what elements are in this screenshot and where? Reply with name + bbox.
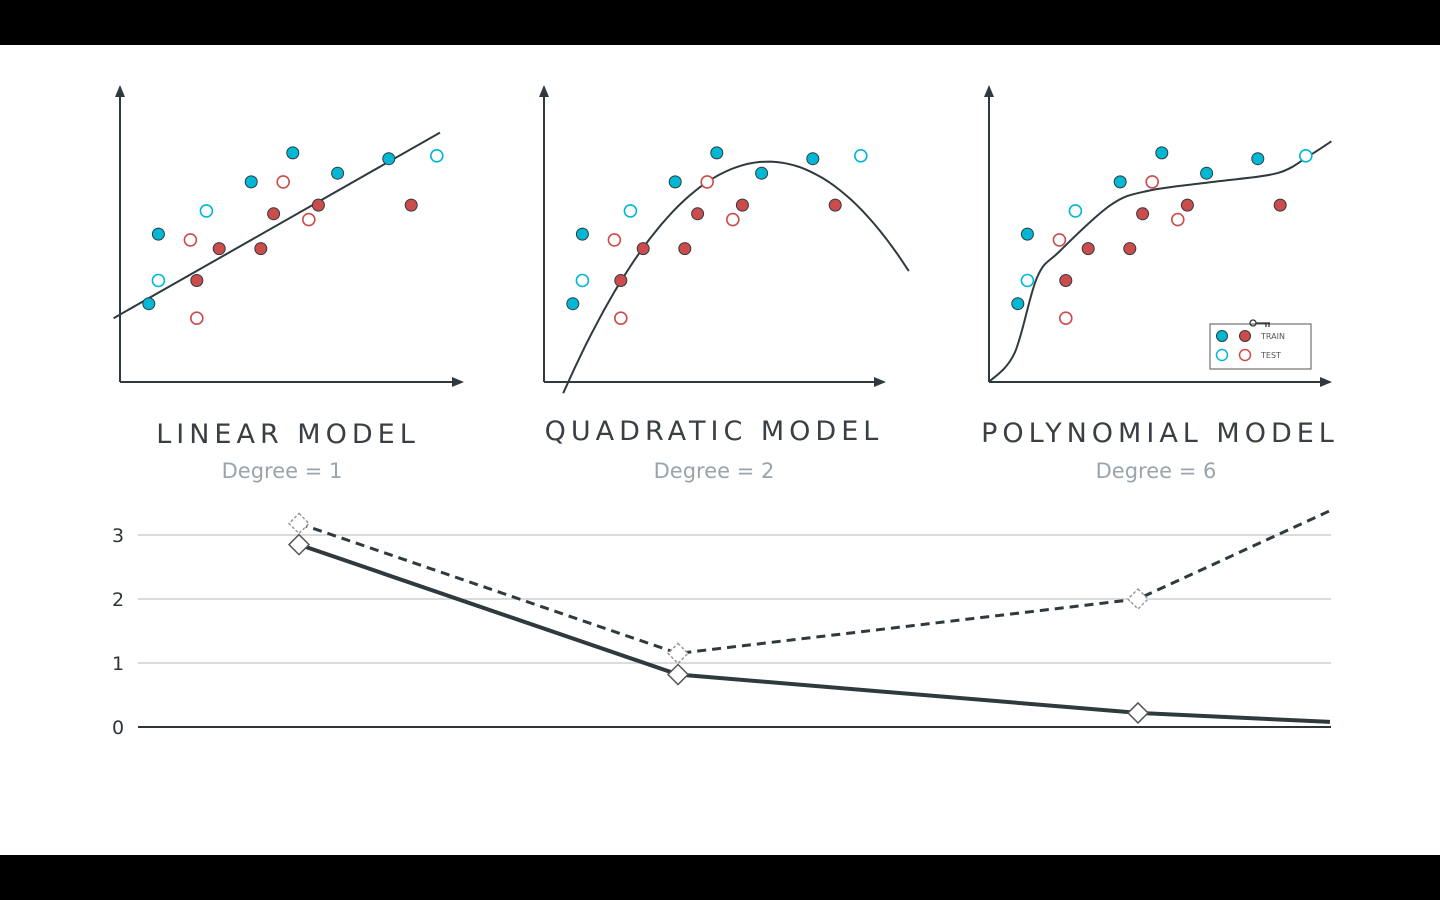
error-line-chart: 0 1 2 3 xyxy=(112,509,1331,739)
quadratic-fit-curve xyxy=(562,160,910,394)
test-red-point xyxy=(725,212,740,227)
test-error-marker xyxy=(1126,587,1150,611)
legend-train-blue-marker xyxy=(1216,330,1228,342)
test-red-point xyxy=(613,311,628,326)
legend-train-red-marker xyxy=(1239,330,1251,342)
polynomial-model-plot xyxy=(984,85,1332,387)
train-test-legend: TRAIN TEST xyxy=(1209,319,1312,370)
test-blue-point xyxy=(199,204,214,218)
train-red-point xyxy=(678,242,692,256)
polynomial-model-panel: TRAIN TEST POLYNOMIAL MODEL Degree = 6 xyxy=(981,85,1339,483)
test-red-point xyxy=(301,212,316,227)
test-blue-point xyxy=(1068,204,1083,218)
legend-train-label: TRAIN xyxy=(1260,332,1285,341)
train-blue-point xyxy=(1200,166,1214,180)
linear-model-title: LINEAR MODEL xyxy=(156,419,420,450)
legend-box xyxy=(1209,323,1312,370)
test-red-point xyxy=(700,175,715,189)
linear-model-plot xyxy=(113,85,464,387)
train-red-point xyxy=(735,198,749,212)
error-chart-y-tick: 0 xyxy=(112,717,124,739)
train-red-point xyxy=(212,242,226,256)
train-red-point xyxy=(828,198,842,212)
test-blue-point xyxy=(1299,149,1313,163)
test-error-marker xyxy=(287,512,311,535)
train-blue-point xyxy=(142,297,156,311)
legend-test-blue-marker xyxy=(1215,348,1229,362)
train-red-point xyxy=(636,242,650,256)
linear-model-panel: LINEAR MODEL Degree = 1 xyxy=(113,85,464,483)
train-blue-point xyxy=(806,152,820,166)
test-blue-point xyxy=(575,273,590,288)
figure: LINEAR MODEL Degree = 1 QUADRATIC MODEL … xyxy=(112,85,1339,739)
polynomial-fit-curve xyxy=(988,140,1332,383)
test-red-point xyxy=(1145,175,1159,189)
train-red-point xyxy=(1273,198,1287,212)
slide-canvas: LINEAR MODEL Degree = 1 QUADRATIC MODEL … xyxy=(0,45,1440,855)
train-red-point xyxy=(1123,242,1137,256)
legend-test-label: TEST xyxy=(1260,351,1281,360)
polynomial-model-title: POLYNOMIAL MODEL xyxy=(981,418,1339,449)
error-chart-y-tick: 2 xyxy=(112,589,124,611)
train-blue-point xyxy=(1113,175,1127,189)
train-blue-point xyxy=(755,166,769,180)
train-error-line xyxy=(298,542,1331,724)
test-blue-point xyxy=(1020,273,1035,288)
quadratic-model-plot xyxy=(539,85,910,394)
train-red-point xyxy=(1180,198,1194,212)
train-red-point xyxy=(691,207,705,221)
test-red-point xyxy=(1052,233,1067,247)
train-red-point xyxy=(1136,207,1150,221)
quadratic-model-degree: Degree = 2 xyxy=(654,459,775,483)
train-blue-point xyxy=(1251,152,1265,166)
test-red-point xyxy=(183,233,198,247)
train-red-point xyxy=(404,198,418,212)
train-blue-point xyxy=(1011,297,1025,311)
linear-model-degree: Degree = 1 xyxy=(222,459,343,483)
train-blue-point xyxy=(575,227,589,241)
train-red-point xyxy=(614,274,628,287)
train-red-point xyxy=(311,198,325,212)
test-red-point xyxy=(1059,311,1073,326)
test-error-marker xyxy=(666,642,690,665)
train-blue-point xyxy=(331,166,345,180)
test-blue-point xyxy=(853,149,868,163)
test-red-point xyxy=(190,311,204,326)
train-red-point xyxy=(1081,242,1095,256)
train-error-marker xyxy=(1126,701,1150,724)
train-red-point xyxy=(267,207,281,221)
train-red-point xyxy=(1059,274,1073,287)
test-blue-point xyxy=(623,204,638,218)
test-blue-point xyxy=(429,149,444,163)
train-blue-point xyxy=(668,175,682,189)
key-icon xyxy=(1249,319,1270,327)
train-blue-point xyxy=(244,175,258,189)
train-blue-point xyxy=(286,146,300,160)
error-chart-y-tick: 3 xyxy=(112,525,124,547)
polynomial-model-degree: Degree = 6 xyxy=(1096,459,1217,483)
train-error-marker xyxy=(287,533,311,556)
test-blue-point xyxy=(151,273,166,288)
train-error-marker xyxy=(666,663,690,686)
train-blue-point xyxy=(1155,146,1169,160)
test-red-point xyxy=(1171,212,1185,227)
quadratic-model-panel: QUADRATIC MODEL Degree = 2 xyxy=(539,85,910,483)
test-red-point xyxy=(607,233,622,247)
test-error-line xyxy=(298,509,1331,655)
train-blue-point xyxy=(382,152,396,166)
train-red-point xyxy=(190,274,204,287)
train-red-point xyxy=(254,242,268,256)
train-blue-point xyxy=(151,227,165,241)
test-red-point xyxy=(276,175,291,189)
legend-test-red-marker xyxy=(1238,348,1252,362)
quadratic-model-title: QUADRATIC MODEL xyxy=(545,416,884,447)
train-blue-point xyxy=(1020,227,1034,241)
train-blue-point xyxy=(710,146,724,160)
train-blue-point xyxy=(566,297,580,311)
error-chart-y-tick: 1 xyxy=(112,653,124,675)
